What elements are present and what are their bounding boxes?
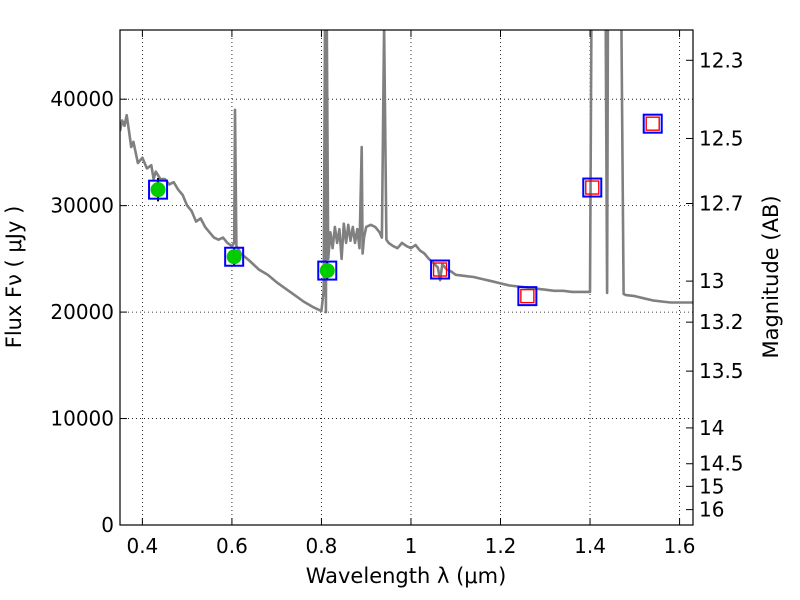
model-point	[430, 259, 451, 280]
predicted-point	[520, 288, 535, 304]
y-tick-label: 40000	[50, 87, 114, 111]
model-point	[582, 177, 603, 198]
model-point	[224, 246, 245, 267]
magnitude-tick-label: 13	[699, 269, 724, 293]
photometry-markers	[148, 113, 663, 307]
predicted-point	[432, 262, 448, 277]
magnitude-tick-label: 14	[699, 416, 724, 440]
y-tick-label: 10000	[50, 407, 114, 431]
observed-point	[150, 182, 166, 198]
y-axis-label: Flux Fν ( μJy )	[2, 206, 26, 349]
model-point	[317, 260, 338, 281]
magnitude-axis-label: Magnitude (AB)	[759, 195, 783, 358]
model-point	[517, 286, 538, 307]
plot-frame	[119, 29, 694, 526]
magnitude-tick-label: 14.5	[699, 452, 744, 476]
y-tick-label: 30000	[50, 194, 114, 218]
magnitude-tick-label: 13.2	[699, 310, 744, 334]
x-tick-label: 1.2	[485, 534, 517, 558]
x-tick-label: 1.4	[574, 534, 606, 558]
y-tick-label: 20000	[50, 300, 114, 324]
model-point	[642, 113, 663, 134]
grid-lines	[120, 30, 693, 526]
tick-labels: 0.4 0.6 0.8 1 1.2 1.4 1.6 0 10000 20000 30000 40000…	[50, 48, 743, 558]
magnitude-tick-label: 12.5	[699, 126, 744, 150]
x-tick-label: 0.4	[126, 534, 158, 558]
magnitude-tick-label: 12.3	[699, 48, 744, 72]
spectrum-line	[120, 30, 693, 314]
magnitude-tick-label: 13.5	[699, 359, 744, 383]
plot-area	[120, 30, 693, 314]
x-axis-label: Wavelength λ (μm)	[306, 564, 507, 588]
magnitude-tick-label: 12.7	[699, 192, 744, 216]
axis-ticks	[120, 30, 693, 526]
x-tick-label: 0.6	[216, 534, 248, 558]
predicted-point	[645, 116, 660, 131]
model-point	[148, 179, 169, 200]
predicted-point	[585, 180, 600, 195]
magnitude-tick-label: 15	[699, 474, 724, 498]
plot-background	[120, 30, 693, 525]
x-tick-label: 1	[405, 534, 418, 558]
y-tick-label: 0	[101, 513, 114, 537]
observed-point	[319, 263, 335, 279]
x-tick-label: 0.8	[306, 534, 338, 558]
observed-point	[226, 249, 242, 265]
x-tick-label: 1.6	[664, 534, 696, 558]
magnitude-tick-label: 16	[699, 498, 724, 522]
